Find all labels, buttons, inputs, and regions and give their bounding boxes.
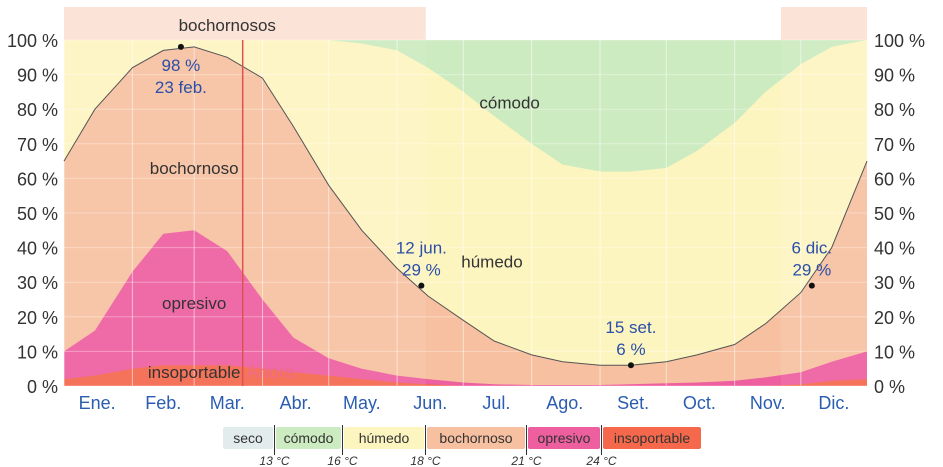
legend-threshold: 21 °C xyxy=(510,454,541,467)
y-tick-left: 90 % xyxy=(17,66,58,86)
annotation-point xyxy=(177,43,184,50)
y-tick-left: 50 % xyxy=(17,204,58,224)
x-tick-month: Nov. xyxy=(750,393,786,413)
annotation-label: 15 set. xyxy=(605,318,656,337)
y-tick-left: 40 % xyxy=(17,239,58,259)
area-bochornoso xyxy=(64,46,867,387)
y-tick-left: 80 % xyxy=(17,100,58,120)
label-layer: Ahora bochornosos bochornoso opresivo insopo… xyxy=(148,16,832,382)
legend-threshold: 13 °C xyxy=(259,454,289,467)
x-tick-month: May. xyxy=(343,393,381,413)
y-tick-left: 0 % xyxy=(27,377,58,397)
x-tick-month: Oct. xyxy=(683,393,716,413)
legend-threshold: 16 °C xyxy=(327,454,357,467)
band-label: bochornoso xyxy=(150,159,239,178)
legend-label: opresivo xyxy=(538,430,591,446)
legend-label: insoportable xyxy=(614,430,690,446)
legend-swatch-insoportable xyxy=(603,427,701,449)
x-tick-month: Mar. xyxy=(210,393,245,413)
y-tick-right: 30 % xyxy=(874,273,915,293)
x-tick-month: Jun. xyxy=(413,393,447,413)
highlight-shade-layer xyxy=(64,7,867,40)
y-tick-right: 20 % xyxy=(874,308,915,328)
grid-layer xyxy=(63,39,867,387)
annotation-label: 12 jun. xyxy=(396,239,447,258)
band-label: cómodo xyxy=(479,93,539,112)
legend-swatch-opresivo xyxy=(528,427,600,449)
x-tick-month: Dic. xyxy=(818,393,849,413)
y-tick-right: 0 % xyxy=(874,377,905,397)
band-label: húmedo xyxy=(461,252,522,271)
annotation-point xyxy=(808,282,815,289)
legend: seco cómodo húmedo bochornoso opresivo insopo… xyxy=(223,425,701,467)
annotation-label: 29 % xyxy=(792,261,831,280)
shade-tint xyxy=(780,40,867,386)
shade-tint xyxy=(64,40,426,386)
y-tick-left: 30 % xyxy=(17,273,58,293)
y-tick-left: 70 % xyxy=(17,135,58,155)
legend-swatch-bochornoso xyxy=(427,427,525,449)
legend-label: bochornoso xyxy=(439,430,512,446)
humidity-line xyxy=(63,46,868,366)
annotation-label: 6 % xyxy=(616,340,645,359)
x-tick-month: Abr. xyxy=(280,393,312,413)
y-tick-right: 70 % xyxy=(874,135,915,155)
y-tick-left: 20 % xyxy=(17,308,58,328)
y-tick-left: 100 % xyxy=(7,31,58,51)
shade-band-top xyxy=(780,7,867,40)
area-opresivo xyxy=(64,230,867,386)
x-tick-month: Ene. xyxy=(79,393,116,413)
now-label: Ahora xyxy=(247,362,296,382)
annotation-label: 98 % xyxy=(162,56,201,75)
y-tick-left: 10 % xyxy=(17,342,58,362)
legend-swatch-húmedo xyxy=(344,427,424,449)
annotation-point xyxy=(418,282,425,289)
y-tick-right: 80 % xyxy=(874,100,915,120)
legend-label: seco xyxy=(233,430,263,446)
legend-swatch-cómodo xyxy=(276,427,341,449)
annotation-label: 23 feb. xyxy=(155,78,207,97)
legend-threshold: 24 °C xyxy=(585,454,616,467)
x-tick-month: Feb. xyxy=(145,393,181,413)
legend-threshold: 18 °C xyxy=(410,454,440,467)
annotation-point xyxy=(627,362,634,369)
annotation-label: 6 dic. xyxy=(792,239,833,258)
shade-band-top xyxy=(64,7,426,40)
band-label: bochornosos xyxy=(179,16,276,35)
annotation-label: 29 % xyxy=(402,261,441,280)
axis-layer: 0 % 10 % 20 % 30 % 40 % 50 % 60 % 70 % 80 % 90 % 1… xyxy=(7,31,925,413)
x-tick-month: Set. xyxy=(617,393,649,413)
band-label: opresivo xyxy=(162,294,226,313)
y-tick-right: 100 % xyxy=(874,31,925,51)
y-tick-right: 90 % xyxy=(874,66,915,86)
line-layer xyxy=(63,40,868,386)
y-tick-right: 60 % xyxy=(874,169,915,189)
y-tick-right: 10 % xyxy=(874,342,915,362)
legend-label: cómodo xyxy=(284,430,334,446)
area-insoportable xyxy=(64,365,867,386)
y-tick-right: 40 % xyxy=(874,239,915,259)
legend-label: húmedo xyxy=(359,430,410,446)
y-tick-left: 60 % xyxy=(17,169,58,189)
band-label: insoportable xyxy=(148,363,241,382)
x-tick-month: Ago. xyxy=(546,393,583,413)
x-tick-month: Jul. xyxy=(482,393,510,413)
legend-swatch-seco xyxy=(223,427,273,449)
y-tick-right: 50 % xyxy=(874,204,915,224)
